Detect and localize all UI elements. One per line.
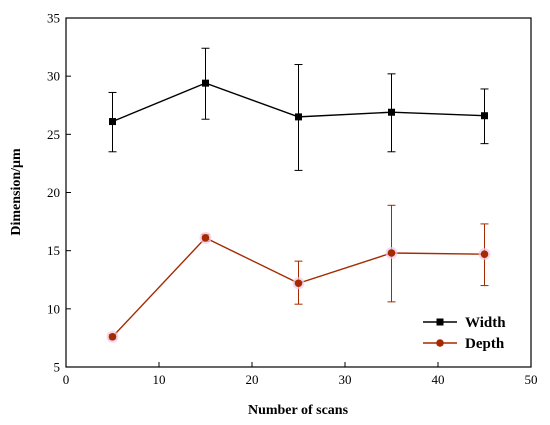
series-width bbox=[108, 47, 489, 171]
y-axis-title: Dimension/μm bbox=[9, 148, 24, 236]
data-point bbox=[387, 249, 396, 257]
legend-label: Depth bbox=[465, 336, 505, 352]
data-point bbox=[294, 279, 303, 288]
data-point bbox=[202, 79, 209, 87]
data-point bbox=[480, 250, 489, 258]
data-point bbox=[481, 112, 488, 120]
series-depth bbox=[106, 204, 491, 343]
x-tick-label: 20 bbox=[246, 372, 259, 387]
x-tick-label: 30 bbox=[339, 372, 352, 387]
data-point bbox=[109, 118, 116, 126]
data-point bbox=[295, 113, 302, 121]
data-point bbox=[108, 332, 117, 341]
x-tick-label: 0 bbox=[63, 372, 70, 387]
y-tick-label: 10 bbox=[47, 301, 60, 316]
x-tick-label: 40 bbox=[432, 372, 445, 387]
data-series bbox=[106, 47, 491, 343]
legend: Width Depth bbox=[423, 315, 506, 352]
y-tick-label: 35 bbox=[47, 11, 60, 26]
y-tick-label: 25 bbox=[47, 127, 60, 142]
y-tick-label: 5 bbox=[54, 360, 61, 375]
legend-item: Width bbox=[423, 315, 506, 331]
legend-marker bbox=[436, 339, 444, 347]
x-axis-title: Number of scans bbox=[248, 403, 349, 418]
axis-ticks: 0 10 20 30 40 50 5 10 15 20 25 30 35 bbox=[47, 11, 538, 388]
data-point bbox=[201, 234, 210, 242]
legend-label: Width bbox=[465, 315, 506, 331]
x-tick-label: 10 bbox=[153, 372, 166, 387]
legend-item: Depth bbox=[423, 336, 505, 352]
data-point bbox=[388, 108, 395, 116]
y-tick-label: 20 bbox=[47, 185, 60, 200]
y-tick-label: 15 bbox=[47, 243, 60, 258]
legend-marker bbox=[436, 318, 444, 326]
y-tick-label: 30 bbox=[47, 69, 60, 84]
x-tick-label: 50 bbox=[525, 372, 538, 387]
